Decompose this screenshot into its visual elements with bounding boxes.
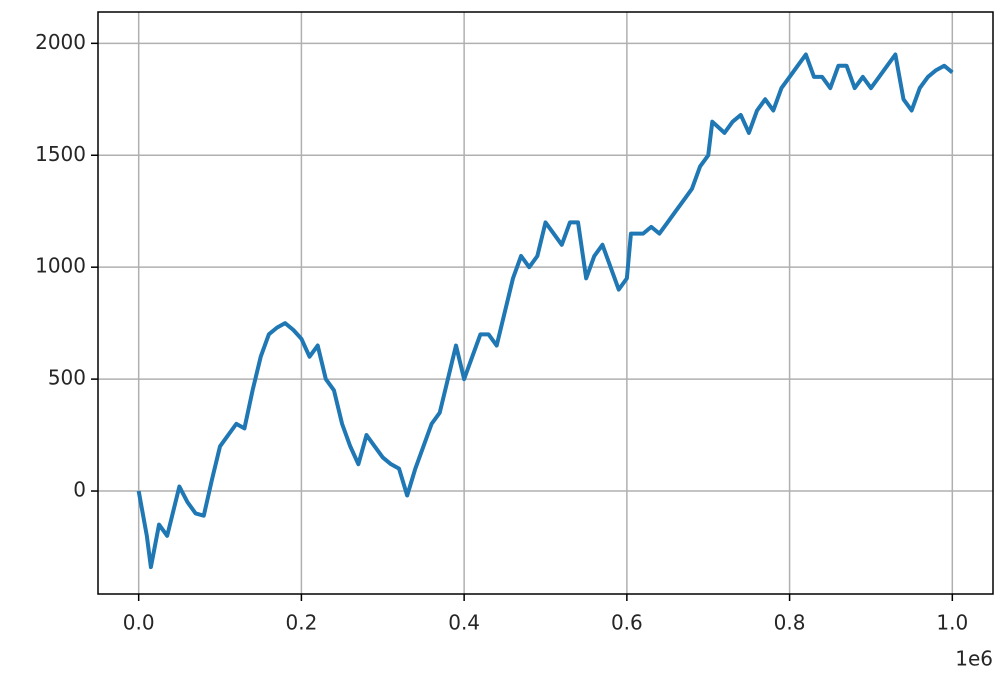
x-tick-label: 0.8 [774,611,806,635]
y-tick-label: 1000 [35,254,86,278]
x-tick-label: 0.0 [123,611,155,635]
data-line [136,52,954,570]
x-tick-label: 0.2 [286,611,318,635]
y-tick-label: 2000 [35,30,86,54]
plot-frame [97,11,994,595]
y-tick-label: 0 [73,478,86,502]
x-tick-label: 0.4 [448,611,480,635]
x-tick-label: 0.6 [611,611,643,635]
y-tick-label: 500 [48,366,86,390]
x-offset-label: 1e6 [955,647,993,671]
x-tick-label: 1.0 [936,611,968,635]
y-tick-label: 1500 [35,142,86,166]
